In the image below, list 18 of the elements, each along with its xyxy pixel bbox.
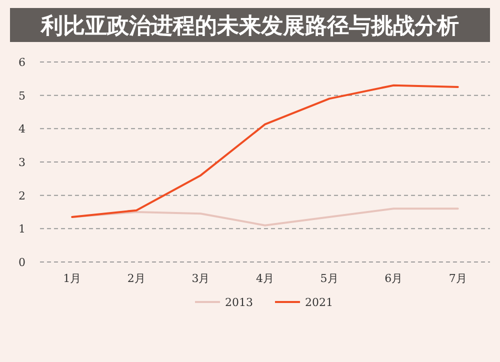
x-tick-label: 1月: [63, 272, 82, 285]
x-tick-label: 2月: [127, 272, 146, 285]
y-tick-label: 6: [18, 56, 26, 69]
y-tick-label: 2: [18, 189, 26, 202]
y-tick-label: 3: [18, 156, 26, 169]
legend-label: 2021: [305, 296, 333, 309]
y-tick-label: 4: [18, 122, 26, 136]
x-tick-label: 5月: [320, 272, 338, 285]
chart-title: 利比亚政治进程的未来发展路径与挑战分析: [40, 14, 459, 39]
y-tick-label: 1: [18, 222, 26, 236]
line-series: [71, 84, 459, 218]
x-tick-label: 7月: [448, 272, 467, 285]
x-tick-label: 4月: [256, 272, 274, 285]
x-tick-label: 6月: [384, 272, 403, 285]
y-tick-label: 5: [18, 89, 26, 102]
y-tick-label: 0: [18, 256, 26, 269]
legend-label: 2013: [225, 296, 253, 309]
x-tick-label: 3月: [192, 272, 210, 285]
